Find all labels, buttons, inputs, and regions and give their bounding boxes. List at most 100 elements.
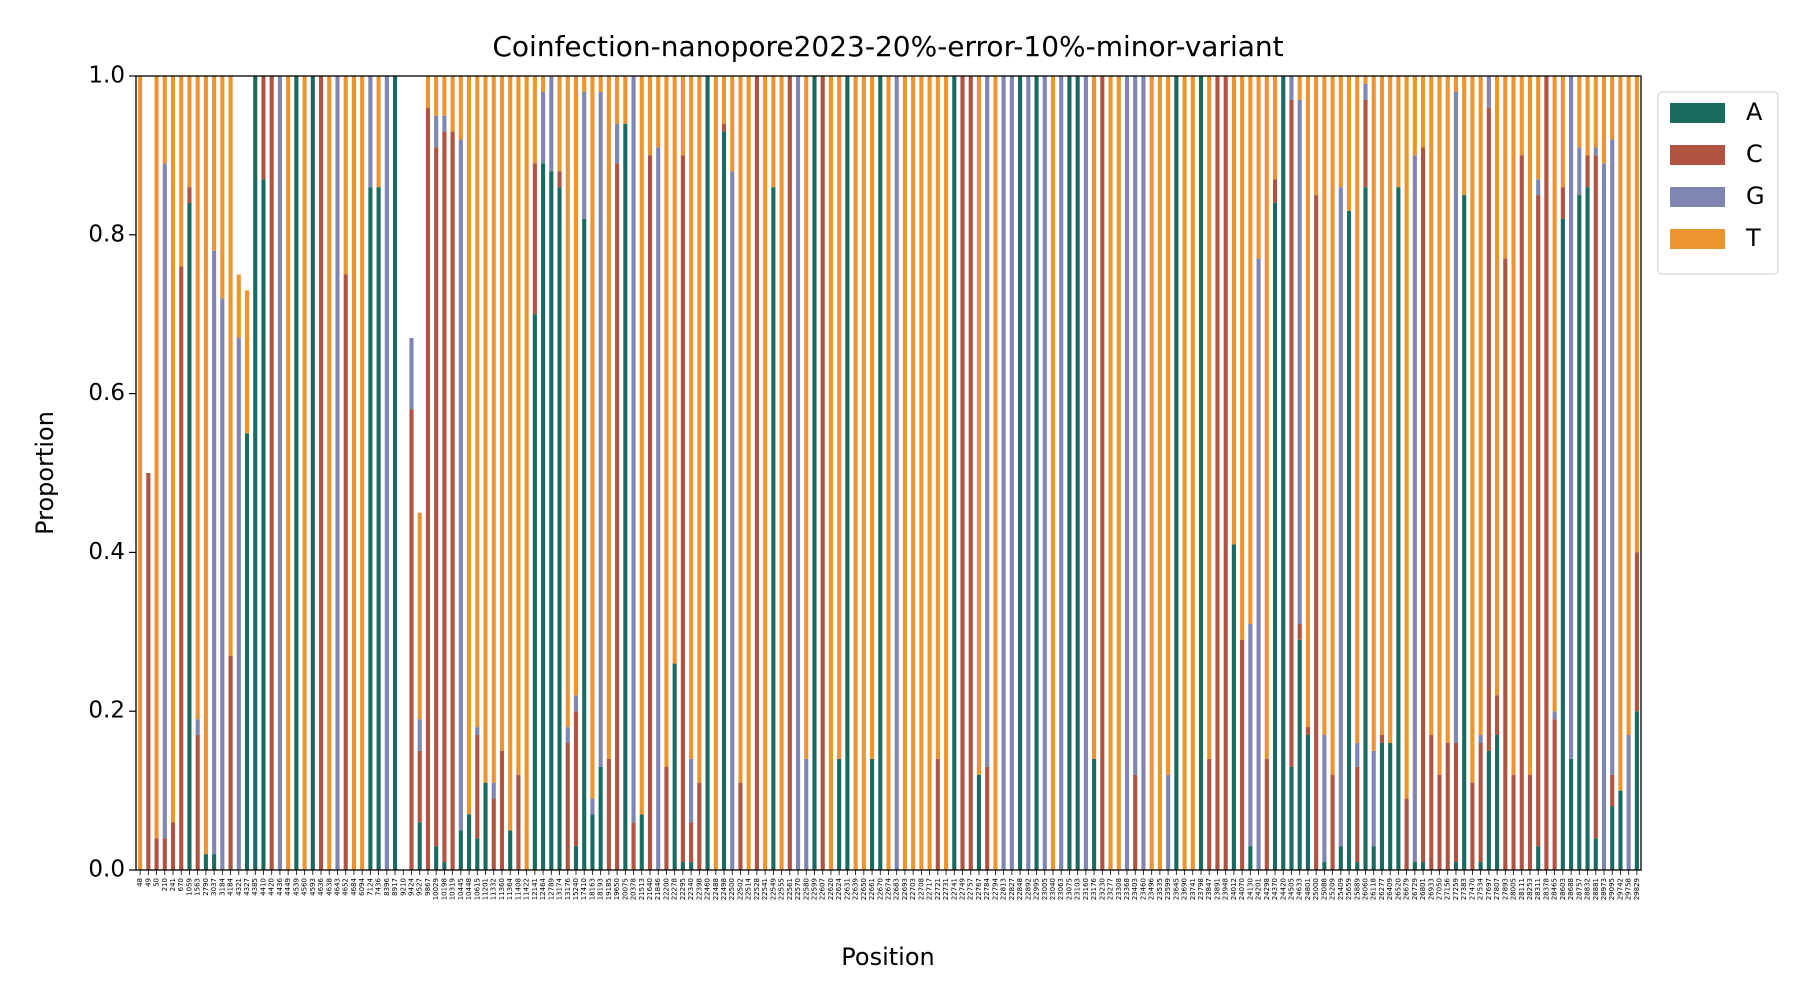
x-tick-label: 25409 xyxy=(1337,878,1345,900)
bar-segment xyxy=(1141,76,1146,870)
bar-segment xyxy=(393,76,398,870)
x-tick-label: 23176 xyxy=(1090,877,1098,900)
bar-segment xyxy=(557,171,562,188)
bar-segment xyxy=(1314,76,1319,196)
bar-segment xyxy=(1355,742,1360,767)
x-tick-label: 24420 xyxy=(1279,878,1287,900)
x-tick-label: 21640 xyxy=(646,878,654,900)
bar-segment xyxy=(475,735,480,839)
bar-segment xyxy=(1346,76,1352,211)
x-tick-label: 27470 xyxy=(1468,878,1476,900)
bar-segment xyxy=(1363,83,1368,100)
x-tick-label: 4184 xyxy=(227,877,235,895)
bar-segment xyxy=(1256,76,1261,259)
bar-segment xyxy=(1445,742,1450,870)
bar-segment xyxy=(721,76,727,124)
bar-segment xyxy=(1297,76,1302,100)
bar-segment xyxy=(771,76,776,188)
bar-segment xyxy=(1264,76,1269,759)
bar-segment xyxy=(1305,727,1310,736)
bar-segment xyxy=(1412,155,1417,863)
bar-segment xyxy=(1264,758,1269,870)
bar-segment xyxy=(1297,639,1302,870)
bar-segment xyxy=(244,290,250,434)
x-tick-label: 22741 xyxy=(950,878,958,900)
bar-segment xyxy=(1478,742,1483,863)
bar-segment xyxy=(458,139,463,831)
bar-segment xyxy=(795,76,801,870)
bar-segment xyxy=(1593,155,1598,839)
x-tick-label: 23645 xyxy=(1172,878,1180,900)
x-tick-label: 24633 xyxy=(1296,878,1304,900)
x-tick-label: 19650 xyxy=(613,878,621,900)
bar-segment xyxy=(286,76,291,870)
bar-segment xyxy=(647,155,653,870)
bar-segment xyxy=(1601,76,1607,164)
bar-segment xyxy=(1355,766,1360,863)
x-tick-label: 22514 xyxy=(745,877,753,900)
x-tick-label: 9527 xyxy=(416,878,424,896)
x-tick-label: 18163 xyxy=(588,878,596,900)
bar-segment xyxy=(1560,218,1565,871)
x-tick-label: 27050 xyxy=(1436,878,1444,900)
bar-segment xyxy=(1577,76,1582,148)
x-tick-label: 22620 xyxy=(827,878,835,900)
x-tick-label: 22340 xyxy=(687,878,695,900)
x-tick-label: 4449 xyxy=(284,878,292,896)
bar-segment xyxy=(1149,76,1154,870)
bar-segment xyxy=(450,76,455,132)
bar-segment xyxy=(1281,76,1286,870)
x-tick-label: 12141 xyxy=(531,878,539,900)
bar-segment xyxy=(1429,76,1434,736)
bar-segment xyxy=(475,838,480,870)
x-tick-label: 4539 xyxy=(292,878,300,896)
bar-segment xyxy=(236,338,241,870)
x-tick-label: 23690 xyxy=(1181,878,1189,900)
bar-segment xyxy=(1560,187,1565,219)
bar-segment xyxy=(162,838,167,870)
bar-segment xyxy=(1486,750,1491,870)
bar-segment xyxy=(212,854,217,870)
x-tick-label: 28757 xyxy=(1575,878,1583,900)
bar-segment xyxy=(680,76,685,156)
x-tick-label: 23948 xyxy=(1222,878,1230,900)
x-tick-label: 22708 xyxy=(917,878,925,900)
bar-segment xyxy=(1223,76,1228,870)
bar-segment xyxy=(212,76,217,251)
bar-segment xyxy=(1231,76,1236,545)
bar-segment xyxy=(787,76,792,870)
bar-segment xyxy=(1190,76,1195,870)
x-tick-label: 11360 xyxy=(498,878,506,900)
x-tick-label: 23403 xyxy=(1131,878,1139,900)
bar-segment xyxy=(532,314,537,870)
bar-segment xyxy=(1330,76,1335,775)
bar-segment xyxy=(162,163,167,839)
x-tick-label: 22498 xyxy=(720,878,728,900)
legend-swatch xyxy=(1670,229,1725,249)
bar-segment xyxy=(1552,76,1557,712)
bar-segment xyxy=(1379,742,1384,870)
bar-segment xyxy=(483,76,488,783)
bar-segment xyxy=(1050,76,1056,870)
bar-segment xyxy=(1536,179,1541,196)
bar-segment xyxy=(878,76,883,870)
x-tick-label: 22650 xyxy=(860,878,868,900)
x-tick-label: 23005 xyxy=(1041,878,1049,900)
bar-segment xyxy=(1618,76,1623,791)
y-tick-label: 1.0 xyxy=(88,63,125,89)
bar-segment xyxy=(1503,258,1508,870)
chart-title: Coinfection-nanopore2023-20%-error-10%-m… xyxy=(492,30,1283,63)
x-tick-label: 22555 xyxy=(778,878,786,900)
bar-segment xyxy=(1166,76,1171,775)
bar-segment xyxy=(1412,862,1417,870)
x-tick-label: 27534 xyxy=(1477,877,1485,900)
x-tick-label: 25088 xyxy=(1320,878,1328,900)
bar-segment xyxy=(1272,179,1278,204)
bar-segment xyxy=(467,814,472,870)
x-tick-label: 29742 xyxy=(1616,878,1624,900)
bar-segment xyxy=(195,735,200,870)
x-tick-label: 25659 xyxy=(1345,878,1353,900)
x-tick-label: 10198 xyxy=(440,878,448,900)
bar-segment xyxy=(458,830,463,870)
bar-segment xyxy=(1018,76,1023,870)
